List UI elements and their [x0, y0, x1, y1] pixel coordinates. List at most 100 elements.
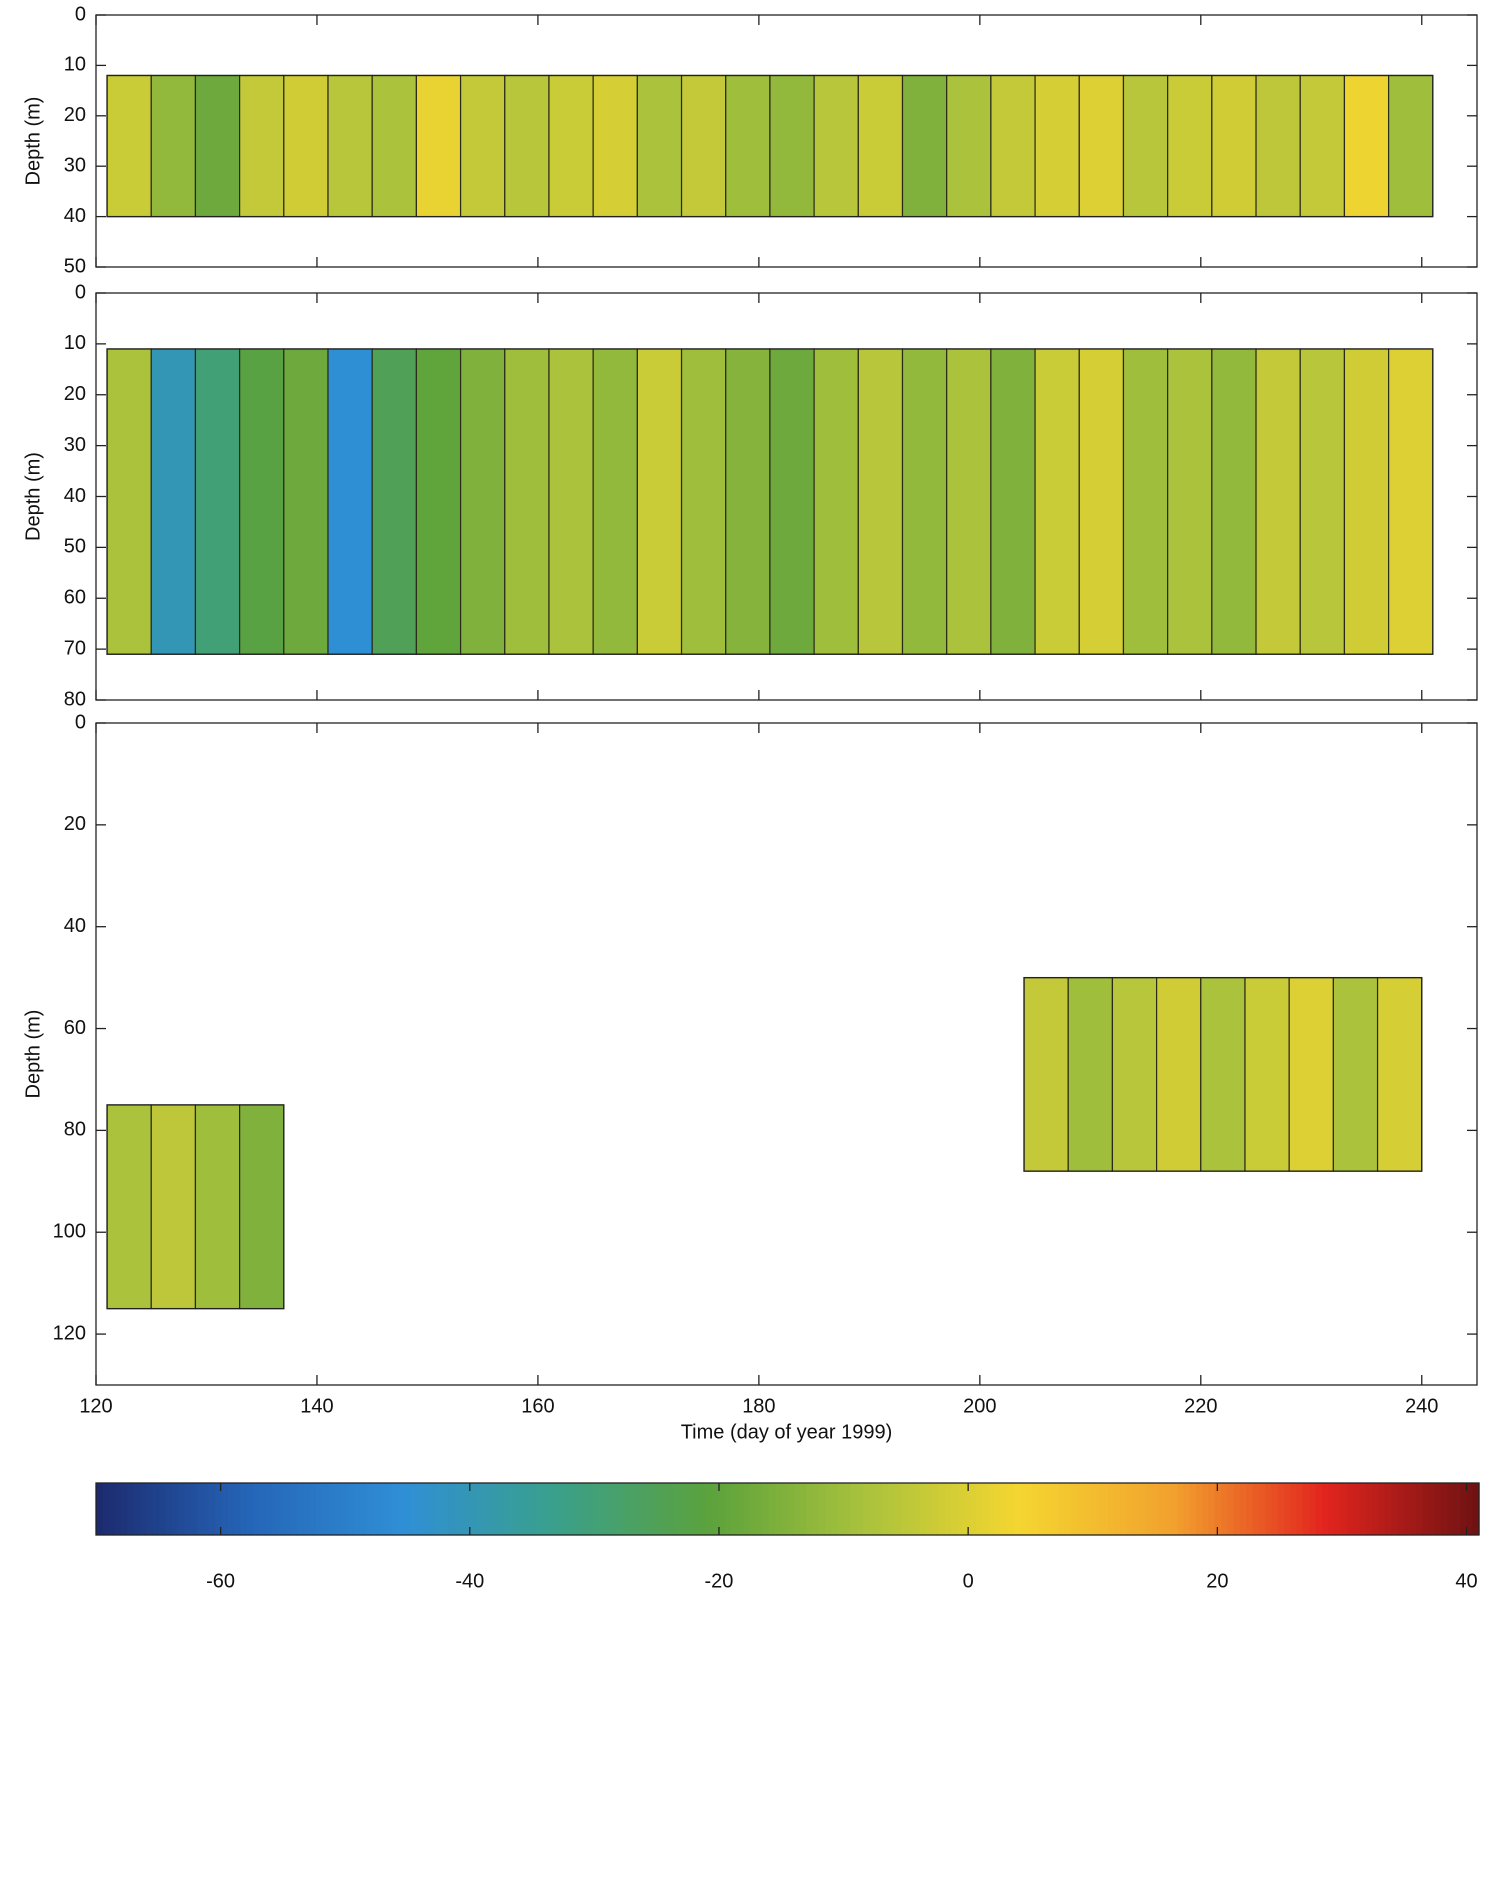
contour-band	[901, 348, 948, 655]
colorbar-swatch	[894, 1483, 902, 1535]
colorbar-swatch	[1196, 1483, 1203, 1535]
colorbar-swatch	[724, 1483, 732, 1535]
colorbar-swatch	[806, 1483, 814, 1535]
colorbar-swatch	[510, 1483, 518, 1535]
contour-band	[636, 348, 683, 655]
colorbar-swatch	[1309, 1483, 1317, 1535]
colorbar-swatch	[334, 1483, 342, 1535]
contour-band	[636, 74, 683, 218]
contour-band	[371, 74, 417, 218]
colorbar-swatch	[347, 1483, 355, 1535]
y-tick-label: 50	[64, 536, 86, 558]
colorbar-swatch	[378, 1483, 386, 1535]
colorbar-swatch	[774, 1483, 782, 1535]
y-tick-label: 20	[64, 104, 86, 126]
y-tick-label: 0	[75, 281, 86, 303]
colorbar-swatch	[435, 1483, 443, 1535]
colorbar-swatch	[881, 1483, 889, 1535]
colorbar-swatch	[1252, 1483, 1260, 1535]
colorbar-swatch	[554, 1483, 562, 1535]
y-tick-label: 40	[64, 485, 86, 507]
contour-band	[1288, 977, 1334, 1172]
colorbar-swatch	[592, 1483, 600, 1535]
colorbar-frame	[95, 1482, 1480, 1536]
colorbar-swatch	[1057, 1483, 1065, 1535]
data-extent	[106, 1104, 285, 1310]
colorbar-swatch	[259, 1483, 267, 1535]
contour-band	[239, 1104, 285, 1310]
colorbar-swatch	[598, 1483, 606, 1535]
colorbar-swatch	[416, 1483, 424, 1535]
colorbar-swatch	[1328, 1483, 1336, 1535]
colorbar-swatch	[202, 1483, 210, 1535]
colorbar-swatch	[1296, 1483, 1304, 1535]
contour-band	[1200, 977, 1246, 1172]
colorbar-swatch	[762, 1483, 770, 1535]
colorbar-swatch	[1139, 1483, 1147, 1535]
colorbar-swatch	[240, 1483, 248, 1535]
colorbar-swatch	[580, 1483, 587, 1535]
x-tick-label: 180	[742, 1395, 775, 1417]
axes-frame	[95, 722, 1478, 1386]
colorbar-swatch	[485, 1483, 493, 1535]
colorbar-tick-label: 40	[1455, 1570, 1477, 1592]
colorbar-swatch	[705, 1483, 713, 1535]
colorbar-swatch	[693, 1483, 701, 1535]
colorbar-swatch	[963, 1483, 971, 1535]
colorbar-swatch	[290, 1483, 298, 1535]
colorbar-swatch	[856, 1483, 864, 1535]
contour-band	[813, 348, 859, 655]
colorbar-swatch	[950, 1483, 958, 1535]
colorbar-tick-label: -40	[455, 1570, 484, 1592]
colorbar-swatch	[1070, 1483, 1078, 1535]
colorbar-swatch	[1026, 1483, 1034, 1535]
colorbar-swatch	[1164, 1483, 1172, 1535]
contour-band	[1034, 348, 1080, 655]
colorbar-swatch	[787, 1483, 795, 1535]
colorbar-swatch	[1302, 1483, 1310, 1535]
colorbar-swatch	[498, 1483, 506, 1535]
colorbar-swatch	[253, 1483, 261, 1535]
contour-band	[680, 74, 727, 218]
colorbar-swatch	[1126, 1483, 1134, 1535]
colorbar-swatch	[630, 1483, 638, 1535]
colorbar-swatch	[422, 1483, 430, 1535]
colorbar-swatch	[1321, 1483, 1329, 1535]
colorbar-swatch	[1240, 1483, 1248, 1535]
colorbar-swatch	[1170, 1483, 1178, 1535]
colorbar-tick-label: 0	[963, 1570, 974, 1592]
colorbar-swatch	[146, 1483, 154, 1535]
contour-band	[769, 74, 815, 218]
colorbar-swatch	[1038, 1483, 1046, 1535]
y-tick-label: 60	[64, 1017, 86, 1039]
colorbar-swatch	[1346, 1483, 1354, 1535]
contour-band	[1244, 977, 1290, 1172]
colorbar-swatch	[152, 1483, 160, 1535]
colorbar-swatch	[1089, 1483, 1097, 1535]
colorbar-swatch	[246, 1483, 254, 1535]
colorbar-swatch	[636, 1483, 644, 1535]
colorbar-swatch	[668, 1483, 675, 1535]
colorbar-swatch	[825, 1483, 833, 1535]
y-axis-label: Depth (m)	[22, 97, 44, 186]
y-tick-label: 80	[64, 688, 86, 710]
colorbar-swatch	[140, 1483, 147, 1535]
colorbar-swatch	[523, 1483, 531, 1535]
colorbar-swatch	[768, 1483, 776, 1535]
contour-band	[239, 74, 285, 218]
contour-band	[194, 348, 241, 655]
y-axis-label: Depth (m)	[22, 452, 44, 541]
colorbar-swatch	[1334, 1483, 1342, 1535]
colorbar-swatch	[1290, 1483, 1298, 1535]
colorbar-swatch	[1372, 1483, 1380, 1535]
colorbar-swatch	[1422, 1483, 1430, 1535]
colorbar-swatch	[605, 1483, 613, 1535]
colorbar-swatch	[341, 1483, 349, 1535]
colorbar-swatch	[360, 1483, 367, 1535]
colorbar-swatch	[1051, 1483, 1059, 1535]
colorbar-swatch	[385, 1483, 393, 1535]
colorbar-swatch	[1384, 1483, 1392, 1535]
contour-band	[1343, 74, 1390, 218]
colorbar-swatch	[624, 1483, 631, 1535]
data-extent	[1023, 976, 1423, 1172]
